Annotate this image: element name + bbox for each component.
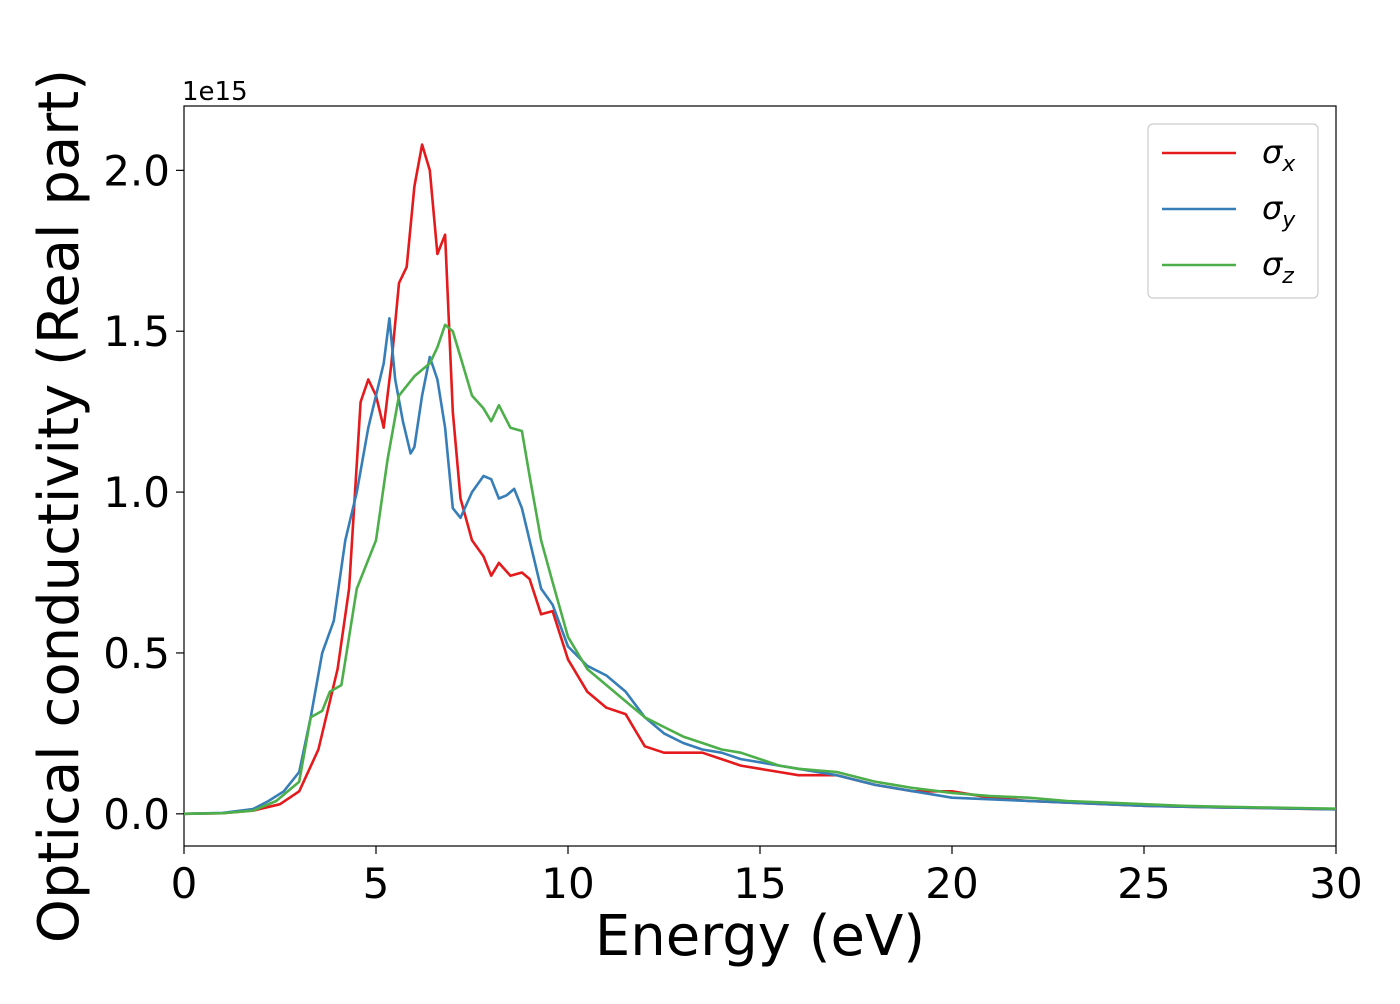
y-axis-offset-text: 1e15	[182, 77, 248, 107]
y-axis-ticks: 0.0 0.5 1.0 1.5 2.0	[103, 146, 184, 839]
y-axis-label: Optical conductivity (Real part)	[27, 69, 92, 943]
series-line-z	[183, 323, 1337, 816]
legend-symbol: σ	[1262, 133, 1284, 171]
y-tick-label: 1.5	[103, 307, 170, 356]
legend-subscript: x	[1281, 152, 1296, 177]
legend-symbol: σ	[1262, 245, 1284, 283]
y-tick-label: 0.0	[103, 790, 170, 839]
legend-subscript: z	[1281, 264, 1294, 289]
x-tick-label: 30	[1309, 859, 1362, 908]
legend-symbol: σ	[1262, 189, 1284, 227]
x-tick-label: 25	[1117, 859, 1170, 908]
x-tick-label: 10	[541, 859, 594, 908]
x-axis-ticks: 0 5 10 15 20 25 30	[171, 846, 1363, 908]
x-tick-label: 5	[363, 859, 390, 908]
legend-subscript: y	[1281, 208, 1296, 233]
y-tick-label: 1.0	[103, 468, 170, 517]
y-tick-label: 0.5	[103, 629, 170, 678]
x-tick-label: 20	[925, 859, 978, 908]
series-line-y	[183, 316, 1337, 816]
x-axis-label: Energy (eV)	[595, 904, 925, 969]
series-layer	[183, 143, 1337, 816]
legend-entry-x: σx	[1262, 133, 1296, 177]
legend-entry-z: σz	[1262, 245, 1294, 289]
legend-entry-y: σy	[1262, 189, 1296, 233]
x-tick-label: 0	[171, 859, 198, 908]
x-tick-label: 15	[733, 859, 786, 908]
y-tick-label: 2.0	[103, 146, 170, 195]
legend-box	[1147, 123, 1319, 299]
